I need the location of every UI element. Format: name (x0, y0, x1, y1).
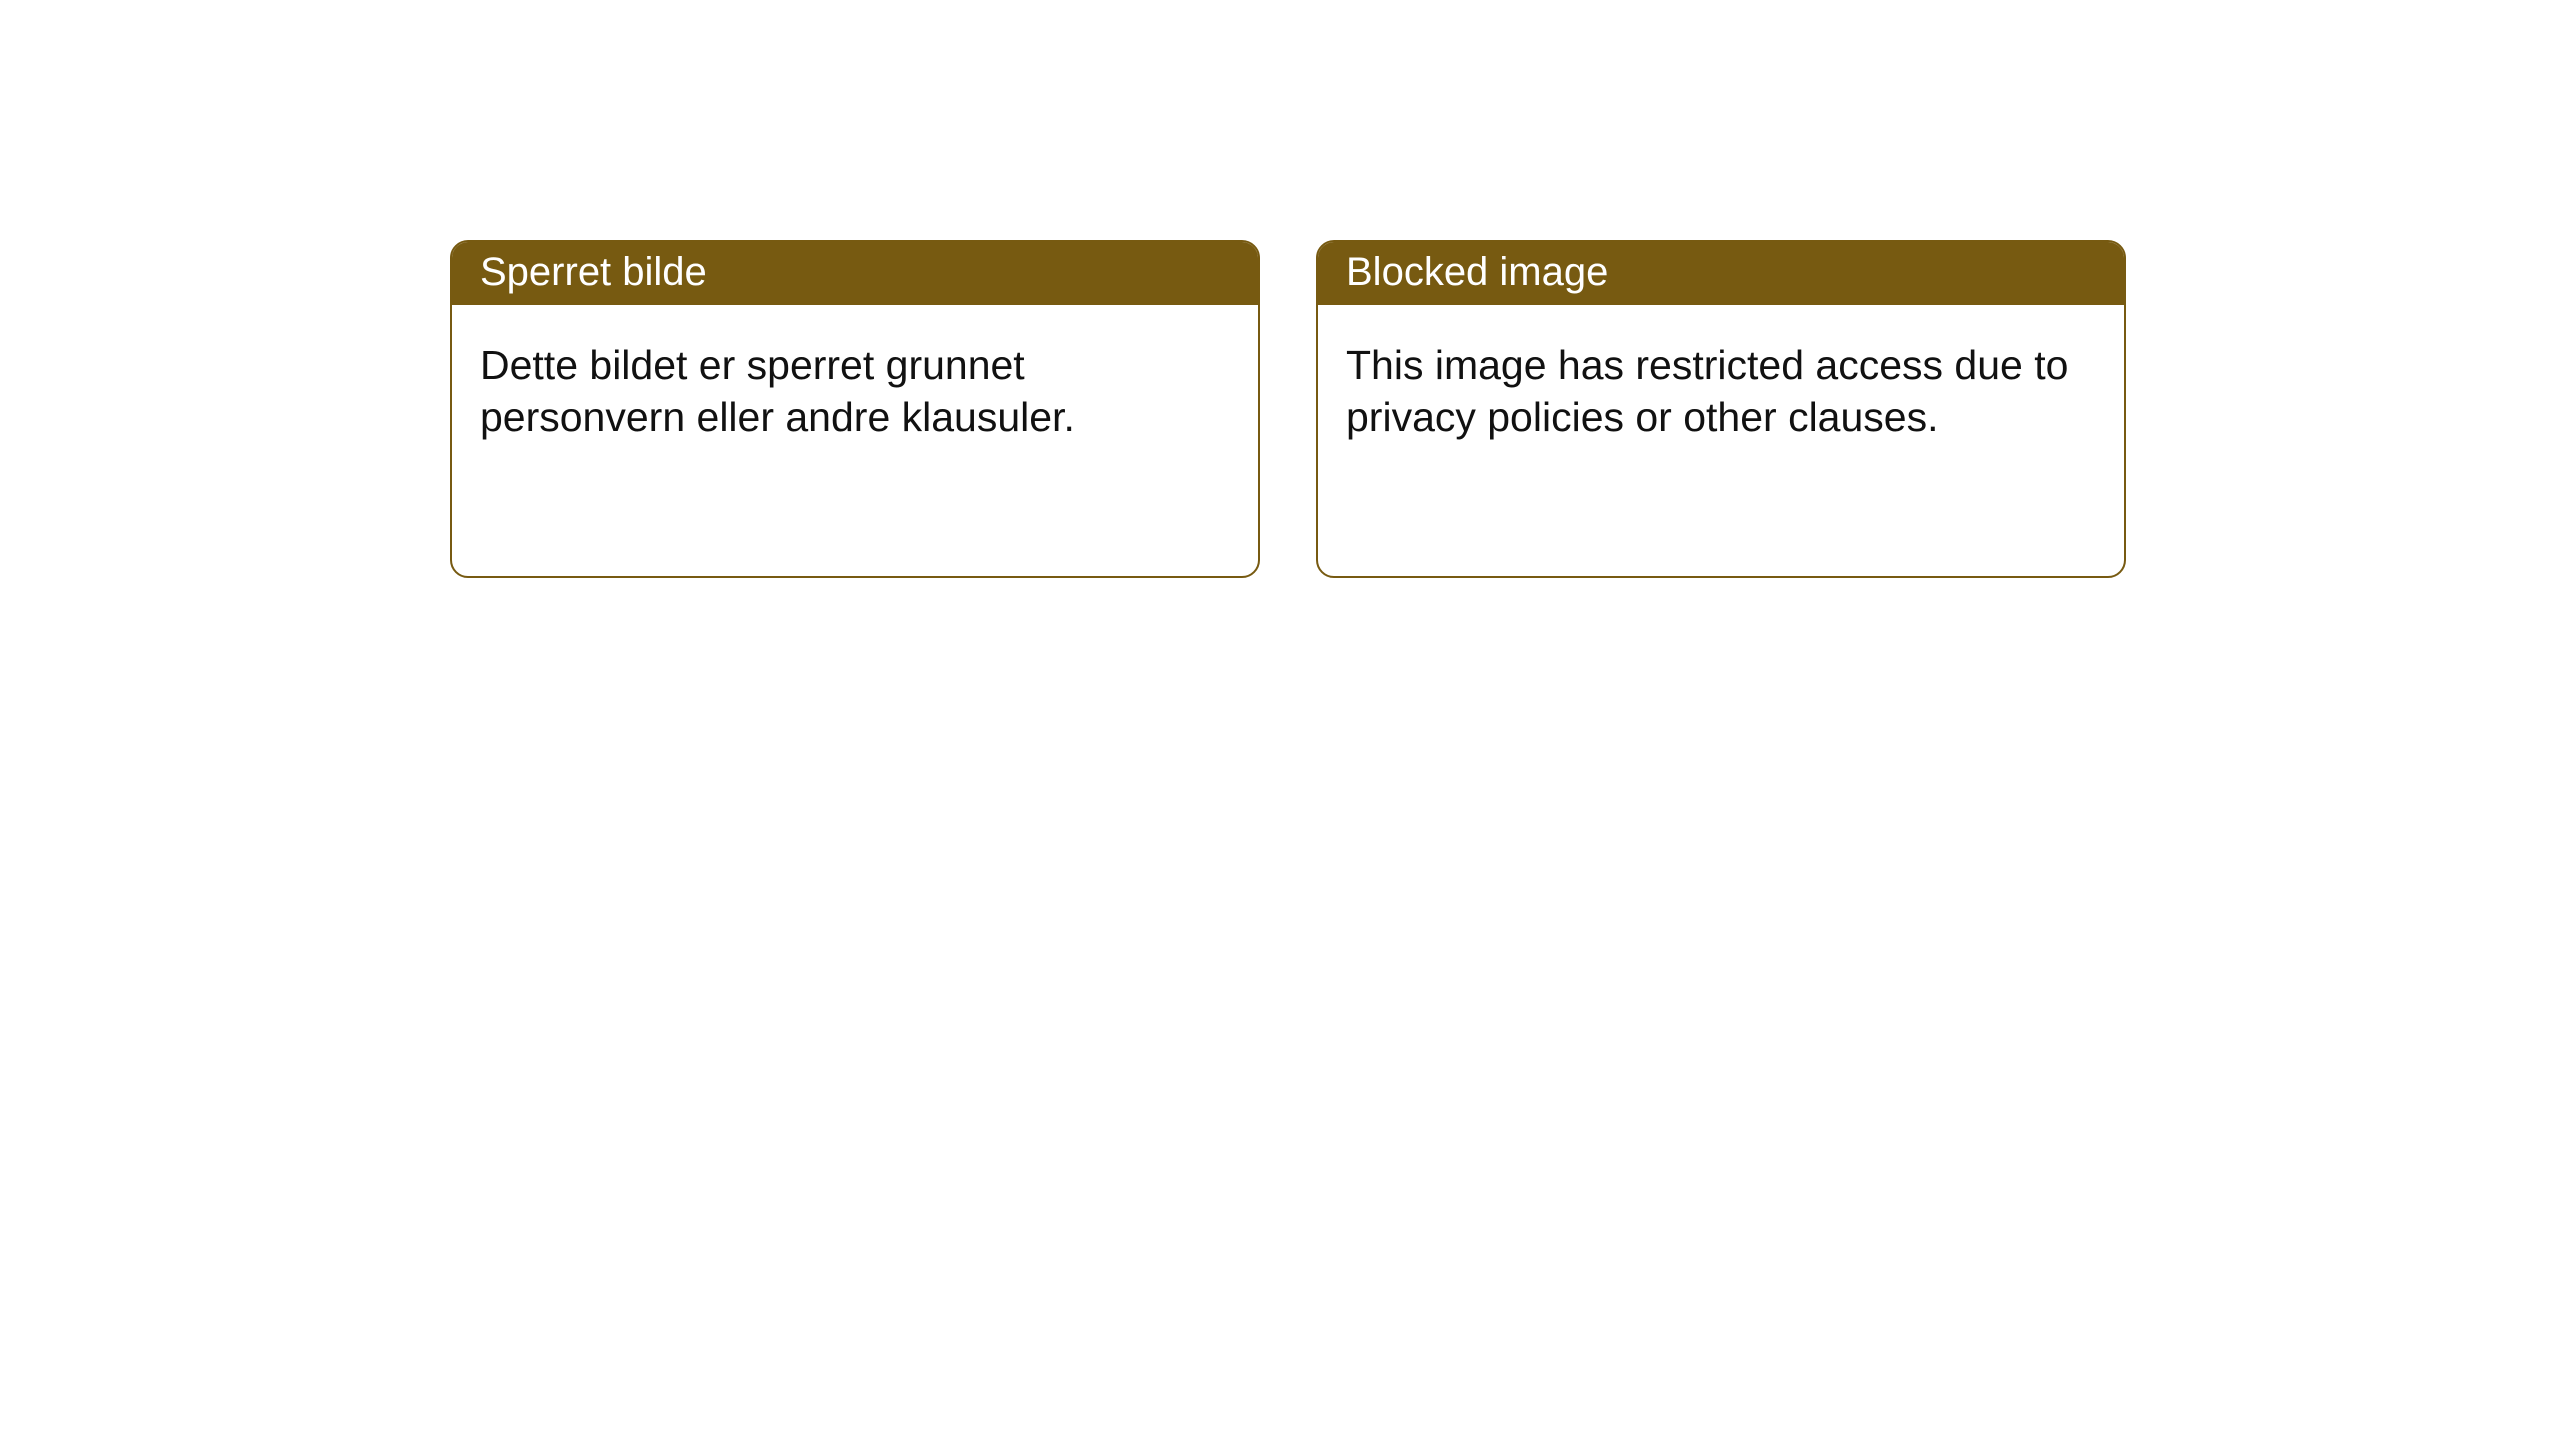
blocked-image-cards: Sperret bilde Dette bildet er sperret gr… (450, 240, 2126, 578)
blocked-image-card-no: Sperret bilde Dette bildet er sperret gr… (450, 240, 1260, 578)
card-body: This image has restricted access due to … (1318, 305, 2124, 478)
card-header: Sperret bilde (452, 242, 1258, 305)
blocked-image-card-en: Blocked image This image has restricted … (1316, 240, 2126, 578)
card-body: Dette bildet er sperret grunnet personve… (452, 305, 1258, 478)
card-header: Blocked image (1318, 242, 2124, 305)
